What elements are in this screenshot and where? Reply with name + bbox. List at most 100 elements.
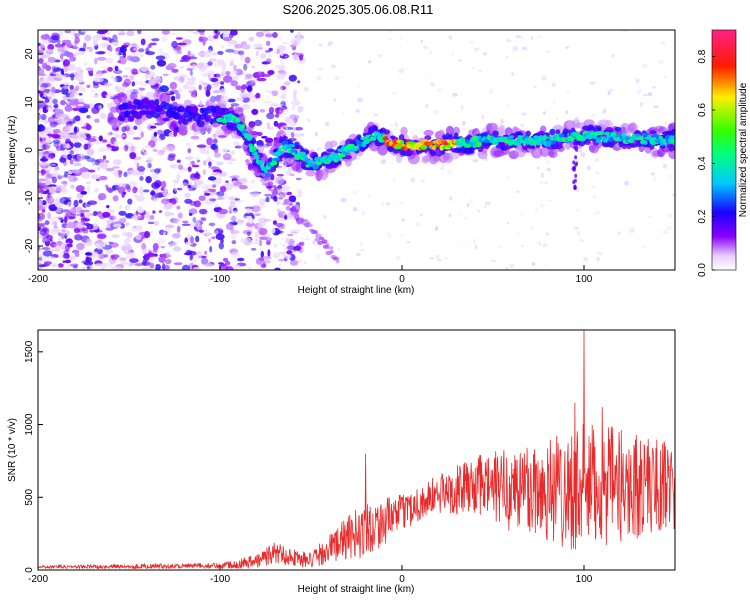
- spectrogram-blob: [377, 144, 389, 156]
- spectrogram-blob: [92, 159, 96, 167]
- spectrogram-blob: [62, 67, 69, 72]
- spectrogram-blob: [250, 247, 257, 251]
- spectrogram-blob: [57, 232, 62, 237]
- spectrogram-blob: [640, 102, 643, 107]
- spectrogram-blob: [313, 229, 318, 235]
- spectrogram-blob: [362, 210, 365, 215]
- spectrogram-blob: [162, 73, 169, 77]
- spectrogram-blob: [294, 209, 299, 213]
- spectrogram-blob: [357, 85, 362, 88]
- spectrogram-blob: [52, 98, 58, 105]
- spectrogram-blob: [195, 179, 204, 185]
- spectrogram-blob: [171, 233, 181, 239]
- spectrogram-blob: [267, 249, 271, 257]
- spectrogram-blob: [272, 220, 277, 226]
- spectrogram-blob: [231, 215, 237, 222]
- spectrogram-blob: [103, 82, 111, 88]
- spectrogram-blob: [135, 234, 142, 240]
- spectrogram-blob: [48, 204, 58, 212]
- spectrogram-blob: [248, 266, 253, 269]
- spectrogram-blob: [199, 208, 208, 215]
- spectrogram-blob: [574, 155, 578, 160]
- spectrogram-blob: [531, 262, 536, 266]
- spectrogram-blob: [265, 237, 273, 242]
- spectrogram-blob: [248, 36, 255, 42]
- spectrogram-blob: [565, 46, 569, 49]
- spectrogram-blob: [213, 35, 219, 39]
- spectrogram-blob: [109, 47, 113, 52]
- spectrogram-blob: [207, 156, 211, 162]
- spectrogram-blob: [280, 48, 283, 51]
- spectrogram-blob: [614, 126, 622, 132]
- spectrogram-blob: [321, 239, 328, 244]
- spectrogram-blob: [107, 67, 113, 72]
- spectrogram-blob: [58, 237, 63, 241]
- spectrogram-blob: [49, 72, 54, 75]
- spectrogram-blob: [477, 209, 480, 213]
- spectrogram-blob: [91, 89, 95, 93]
- spectrogram-blob: [592, 195, 597, 199]
- colorbar-tick-label: 0.2: [697, 209, 708, 223]
- spectrogram-blob: [129, 152, 137, 160]
- spectrogram-blob: [51, 65, 56, 71]
- spectrogram-blob: [38, 47, 44, 55]
- spectrogram-blob: [100, 112, 106, 120]
- spectrogram-blob: [99, 267, 104, 270]
- spectrogram-blob: [668, 213, 672, 219]
- spectrogram-blob: [73, 142, 82, 148]
- spectrogram-blob: [295, 145, 303, 150]
- spectrogram-blob: [643, 245, 647, 249]
- spectrogram-blob: [575, 116, 580, 120]
- spectrogram-blob: [187, 56, 198, 60]
- spectrogram-blob: [214, 30, 218, 34]
- spectrogram-blob: [85, 211, 90, 219]
- spectrogram-blob: [297, 31, 302, 36]
- spectrogram-blob: [145, 70, 151, 75]
- spectrogram-blob: [583, 119, 595, 127]
- spectrogram-blob: [574, 159, 578, 162]
- spectrogram-blob: [78, 47, 86, 52]
- spectrogram-blob: [54, 216, 63, 219]
- spectrogram-blob: [506, 222, 510, 225]
- spectrogram-blob: [215, 129, 222, 137]
- spectrogram-blob: [286, 42, 289, 45]
- spectrogram-blob: [292, 41, 299, 45]
- spectrogram-blob: [151, 172, 159, 180]
- spectrogram-blob: [70, 77, 74, 81]
- spectrogram-blob: [536, 144, 541, 149]
- spectrogram-blob: [290, 100, 301, 106]
- spectrogram-blob: [281, 115, 284, 118]
- spectrogram-blob: [94, 57, 98, 65]
- spectrogram-blob: [469, 198, 473, 204]
- spectrogram-blob: [188, 90, 194, 94]
- spectrogram-blob: [224, 260, 231, 266]
- spectrogram-blob: [102, 155, 107, 160]
- spectrogram-blob: [352, 206, 358, 212]
- spectrogram-blob: [265, 137, 274, 143]
- spectrogram-blob: [255, 31, 265, 37]
- snr-ytick-label: 0: [24, 567, 35, 573]
- spectrogram-blob: [299, 54, 304, 61]
- spectrogram-blob: [170, 95, 176, 102]
- spectrogram-blob: [152, 149, 158, 152]
- spectrogram-blob: [76, 153, 86, 161]
- spectrogram-blob: [407, 153, 420, 165]
- snr-frame: [37, 329, 676, 571]
- spectrogram-blob: [74, 36, 80, 44]
- spectrogram-blob: [38, 124, 46, 132]
- spectrogram-blob: [425, 104, 428, 108]
- spectrogram-blob: [136, 103, 145, 110]
- spectrogram-blob: [218, 242, 224, 250]
- spectrogram-blob: [259, 178, 264, 183]
- spectrogram-blob: [387, 231, 390, 234]
- spectrogram-blob: [80, 171, 91, 179]
- spectrogram-blob: [110, 266, 121, 270]
- spectrogram-blob: [525, 130, 531, 137]
- spectrogram-blob: [130, 169, 140, 175]
- spectrogram-blob: [422, 155, 432, 162]
- spectrogram-blob: [222, 75, 233, 83]
- spectrogram-blob: [294, 42, 299, 45]
- spectrogram-blob: [49, 121, 58, 127]
- spectrogram-blob: [285, 71, 288, 74]
